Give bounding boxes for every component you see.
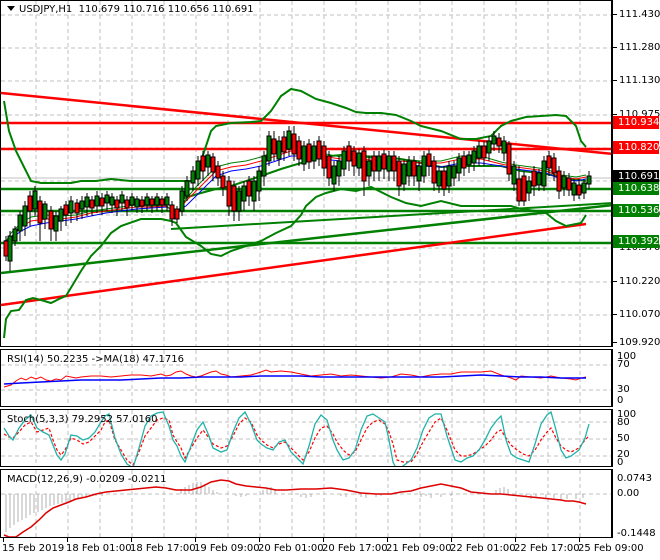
ma-blue [3, 155, 587, 242]
time-label: 20 Feb 01:00 [258, 543, 324, 554]
current-price-badge: 110.691 [613, 170, 659, 183]
stoch-tick: 50 [617, 433, 630, 444]
level-badge-110820: 110.820 [613, 141, 659, 154]
macd-grid [1, 470, 611, 537]
rsi-tick: 0 [617, 395, 624, 406]
stoch-tick: 20 [617, 449, 630, 460]
ascending-trendline-green[interactable] [1, 203, 612, 275]
rsi-panel[interactable]: RSI(14) 50.2235 ->MA(18) 47.1716 [0, 349, 612, 407]
rsi-canvas [1, 350, 611, 406]
ascending-trendline-red[interactable] [1, 222, 587, 307]
upper-envelope [3, 87, 587, 184]
price-tick: 109.920 [612, 337, 660, 348]
macd-panel[interactable]: MACD(12,26,9) -0.0209 -0.0211 [0, 469, 612, 538]
triangle-down-icon[interactable] [7, 6, 15, 11]
rsi-tick: 30 [617, 384, 630, 395]
ohlc-values: 110.679 110.716 110.656 110.691 [78, 4, 254, 15]
price-tick: 110.220 [612, 276, 660, 287]
time-label: 25 Feb 09:00 [578, 543, 644, 554]
candlesticks [3, 126, 592, 271]
rsi-line [3, 369, 587, 388]
stoch-axis: 100 80 50 20 0 [612, 409, 660, 468]
stoch-tick: 0 [617, 457, 624, 468]
stoch-canvas [1, 410, 611, 466]
macd-tick: 0.0743 [617, 473, 652, 484]
time-label: 19 Feb 09:00 [194, 543, 260, 554]
macd-canvas [1, 470, 611, 537]
price-axis[interactable]: 111.430 111.280 111.130 110.975 110.825 … [612, 0, 660, 348]
macd-signal-line [3, 479, 587, 537]
level-badge-110536: 110.536 [613, 204, 659, 217]
level-badge-110638: 110.638 [613, 182, 659, 195]
stoch-label: Stoch(5,3,3) 79.2952 57.0160 [7, 414, 158, 425]
price-tick: 110.070 [612, 309, 660, 320]
time-tick-mark [195, 538, 196, 542]
stoch-grid [1, 410, 611, 466]
ma-red [3, 150, 587, 244]
macd-label: MACD(12,26,9) -0.0209 -0.0211 [7, 474, 167, 485]
time-tick-mark [387, 538, 388, 542]
time-tick-mark [515, 538, 516, 542]
lower-envelope [3, 185, 587, 339]
macd-axis: 0.0743 0.00 -0.1448 [612, 469, 660, 539]
time-tick-mark [579, 538, 580, 542]
ascending-trendline-green-2[interactable] [170, 202, 612, 230]
stochastic-panel[interactable]: Stoch(5,3,3) 79.2952 57.0160 [0, 409, 612, 467]
macd-tick: -0.1448 [617, 528, 656, 539]
time-tick-mark [3, 538, 4, 542]
ma-green [3, 145, 587, 246]
rsi-tick: 100 [617, 351, 637, 362]
rsi-label: RSI(14) 50.2235 ->MA(18) 47.1716 [7, 354, 184, 365]
macd-tick: 0.00 [617, 488, 640, 499]
time-tick-mark [451, 538, 452, 542]
time-label: 15 Feb 2019 [2, 543, 65, 554]
time-tick-mark [67, 538, 68, 542]
time-tick-mark [131, 538, 132, 542]
time-label: 22 Feb 01:00 [450, 543, 516, 554]
rsi-tick: 70 [617, 359, 630, 370]
macd-histogram [5, 482, 584, 532]
price-tick: 111.430 [612, 9, 660, 20]
time-label: 18 Feb 01:00 [66, 543, 132, 554]
chart-title: USDJPY,H1 110.679 110.716 110.656 110.69… [7, 4, 254, 15]
price-tick: 111.280 [612, 42, 660, 53]
stoch-signal-line [3, 417, 590, 466]
level-badge-110392: 110.392 [613, 235, 659, 248]
main-price-panel[interactable]: USDJPY,H1 110.679 110.716 110.656 110.69… [0, 0, 612, 347]
time-label: 20 Feb 17:00 [322, 543, 388, 554]
time-tick-mark [323, 538, 324, 542]
rsi-ma-line [3, 374, 586, 385]
price-tick: 110.975 [612, 109, 660, 120]
time-tick-mark [259, 538, 260, 542]
price-chart-canvas [1, 1, 612, 346]
time-label: 21 Feb 09:00 [386, 543, 452, 554]
symbol-label: USDJPY,H1 [19, 4, 73, 15]
grid [1, 1, 611, 346]
rsi-axis: 100 70 30 0 [612, 349, 660, 407]
stoch-tick: 80 [617, 417, 630, 428]
stoch-main-line [3, 410, 590, 466]
time-axis[interactable]: 15 Feb 2019 18 Feb 01:00 18 Feb 17:00 19… [0, 538, 644, 560]
price-tick: 111.130 [612, 75, 660, 86]
stoch-tick: 100 [617, 409, 637, 420]
time-label: 22 Feb 17:00 [514, 543, 580, 554]
level-badge-110934: 110.934 [613, 116, 659, 129]
time-label: 18 Feb 17:00 [130, 543, 196, 554]
